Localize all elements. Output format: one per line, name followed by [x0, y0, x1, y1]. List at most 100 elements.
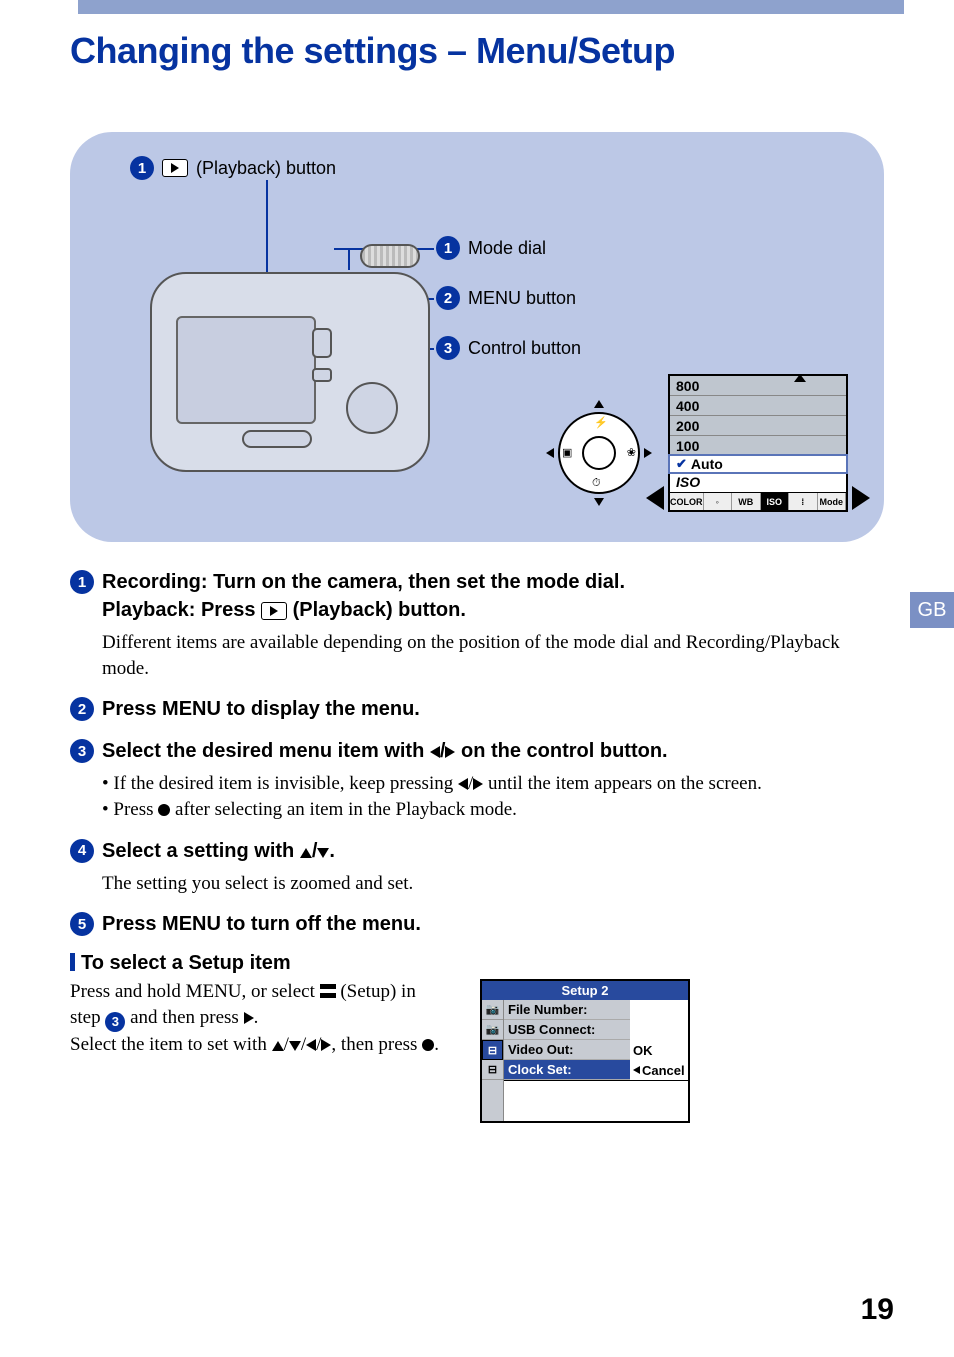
- step-5: 5 Press MENU to turn off the menu.: [70, 910, 884, 938]
- center-dot-icon: [422, 1039, 434, 1051]
- center-dot-icon: [158, 804, 170, 816]
- camera-diagram: 1 (Playback) button 1 Mode dial 2 MENU b…: [70, 132, 884, 542]
- step-3-b2b: after selecting an item in the Playback …: [170, 799, 517, 820]
- side-icon: ⊟: [482, 1060, 503, 1080]
- right-triangle-icon: [244, 1012, 254, 1024]
- playback-icon: [162, 159, 188, 177]
- camera-playback-btn-icon: [312, 368, 332, 382]
- setup2-screenshot: Setup 2 📷 📷 ⊟ ⊟ File Number:: [480, 979, 690, 1123]
- callout-control-button: 3 Control button: [436, 336, 581, 360]
- step-5-badge-icon: 5: [70, 912, 94, 936]
- setup2-side-icons: 📷 📷 ⊟ ⊟: [482, 1000, 504, 1121]
- step-3-b2a: Press: [113, 799, 158, 820]
- setup2-row: USB Connect:: [504, 1020, 688, 1040]
- right-arrow-icon: [852, 486, 870, 510]
- step-5-head: Press MENU to turn off the menu.: [102, 910, 421, 938]
- setup2-value: Cancel: [630, 1060, 688, 1080]
- camera-menu-btn-icon: [312, 328, 332, 358]
- badge-1-icon: 1: [130, 156, 154, 180]
- step-1-line2a: Playback: Press: [102, 599, 261, 621]
- setup-p1c: and then press: [125, 1007, 243, 1028]
- setup2-title: Setup 2: [482, 981, 688, 1000]
- setup2-label: File Number:: [504, 1000, 630, 1020]
- setup-p2c: .: [434, 1034, 439, 1055]
- step-1-line1: Recording: Turn on the camera, then set …: [102, 571, 625, 593]
- callout-mode-dial: 1 Mode dial: [436, 236, 546, 260]
- inline-badge-3-icon: 3: [105, 1012, 125, 1032]
- camera-illustration: [150, 252, 450, 482]
- step-2-head: Press MENU to display the menu.: [102, 695, 420, 723]
- up-triangle-icon: [272, 1041, 284, 1051]
- right-triangle-icon: [473, 778, 483, 790]
- callout-playback-label: (Playback) button: [196, 158, 336, 179]
- step-3-bullet-2: Press after selecting an item in the Pla…: [102, 797, 884, 823]
- setup2-row-empty: [504, 1101, 688, 1121]
- callout-menu-button: 2 MENU button: [436, 286, 576, 310]
- setup2-label: Video Out:: [504, 1040, 630, 1060]
- menu-tab: ◦: [704, 493, 733, 510]
- setup2-label: Clock Set:: [504, 1060, 630, 1080]
- check-icon: ✔: [676, 456, 687, 472]
- iso-label: ISO: [670, 472, 846, 492]
- step-4-head-b: .: [329, 840, 335, 862]
- left-triangle-icon: [430, 746, 440, 758]
- step-3-b1a: If the desired item is invisible, keep p…: [113, 773, 458, 794]
- step-4-head-a: Select a setting with: [102, 840, 300, 862]
- step-3-bullet-1: If the desired item is invisible, keep p…: [102, 771, 884, 797]
- setup2-label: USB Connect:: [504, 1020, 630, 1040]
- setup2-value: [630, 1020, 688, 1040]
- iso-option: 400: [670, 396, 846, 416]
- menu-tab-active: ISO: [761, 493, 790, 510]
- control-pad-diagram: ⚡ ⏱ ▣ ❀: [544, 398, 654, 508]
- review-icon: ▣: [562, 446, 572, 459]
- left-arrow-icon: [646, 486, 664, 510]
- step-4-badge-icon: 4: [70, 839, 94, 863]
- iso-menu-screenshot: 800 400 200 100 ✔ Auto ISO COLOR ◦ WB IS…: [668, 374, 848, 512]
- menu-tabs: COLOR ◦ WB ISO ⁞ Mode: [670, 492, 846, 510]
- step-1-line2b: (Playback) button.: [293, 599, 466, 621]
- menu-tab: ⁞: [789, 493, 818, 510]
- step-2-badge-icon: 2: [70, 697, 94, 721]
- camera-mode-dial-icon: [360, 244, 420, 268]
- language-tab: GB: [910, 592, 954, 628]
- setup2-row: File Number:: [504, 1000, 688, 1020]
- camera-screen-icon: [176, 316, 316, 424]
- setup2-row-empty: [504, 1081, 688, 1101]
- camera-bottom-button-icon: [242, 430, 312, 448]
- step-3-head-b: on the control button.: [455, 740, 667, 762]
- down-triangle-icon: [289, 1041, 301, 1051]
- camera-control-wheel-icon: [346, 382, 398, 434]
- step-3: 3 Select the desired menu item with / on…: [70, 737, 884, 822]
- callout-playback: 1 (Playback) button: [130, 156, 336, 180]
- iso-option-selected: ✔ Auto: [668, 454, 848, 474]
- flash-icon: ⚡: [594, 416, 608, 429]
- step-3-b1b: until the item appears on the screen.: [483, 773, 762, 794]
- step-1-badge-icon: 1: [70, 570, 94, 594]
- step-3-badge-icon: 3: [70, 739, 94, 763]
- camera-body-icon: [150, 272, 430, 472]
- setup-paragraph: Press and hold MENU, or select (Setup) i…: [70, 979, 440, 1057]
- callout-control-button-label: Control button: [468, 338, 581, 359]
- setup-subheading: To select a Setup item: [70, 952, 884, 975]
- setup-p2b: , then press: [331, 1034, 422, 1055]
- setup-p1a: Press and hold MENU, or select: [70, 981, 320, 1002]
- step-4: 4 Select a setting with /. The setting y…: [70, 837, 884, 897]
- iso-selected-label: Auto: [691, 456, 723, 472]
- step-3-head-a: Select the desired menu item with: [102, 740, 430, 762]
- callout-mode-dial-label: Mode dial: [468, 238, 546, 259]
- down-triangle-icon: [317, 848, 329, 858]
- up-triangle-icon: [300, 848, 312, 858]
- iso-option: 800: [670, 376, 846, 396]
- step-1: 1 Recording: Turn on the camera, then se…: [70, 568, 884, 681]
- step-1-body: Different items are available depending …: [102, 630, 884, 681]
- setup-icon: [320, 984, 336, 998]
- side-icon-selected: ⊟: [482, 1040, 503, 1060]
- setup2-row-selected: Clock Set: Cancel: [504, 1060, 688, 1080]
- setup-p1d: .: [254, 1007, 259, 1028]
- right-triangle-icon: [321, 1039, 331, 1051]
- side-icon: 📷: [482, 1000, 503, 1020]
- iso-option: 100: [670, 436, 846, 456]
- page-title: Changing the settings – Menu/Setup: [70, 30, 884, 72]
- step-2: 2 Press MENU to display the menu.: [70, 695, 884, 723]
- side-icon: 📷: [482, 1020, 503, 1040]
